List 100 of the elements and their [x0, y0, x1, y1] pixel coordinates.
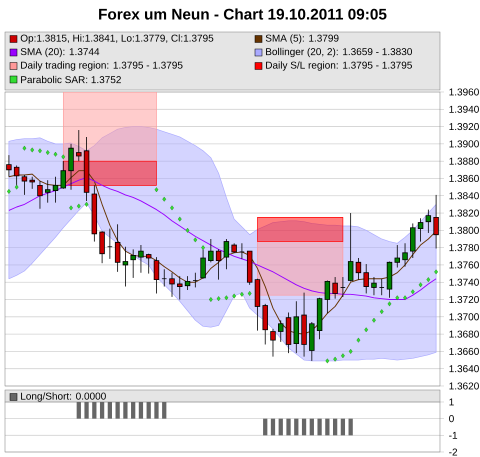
candlestick — [371, 276, 377, 296]
y-tick-label: 1.3920 — [449, 123, 479, 130]
point — [76, 204, 81, 209]
candlestick — [37, 180, 43, 210]
point — [418, 282, 422, 288]
point — [434, 269, 438, 274]
candlestick — [426, 209, 432, 234]
y-tick-label: 1.3620 — [449, 382, 479, 390]
candlestick — [76, 130, 82, 162]
candlestick — [224, 238, 230, 270]
point — [380, 309, 384, 314]
candlestick — [107, 228, 113, 260]
y-tick-label: -2 — [449, 448, 458, 456]
legend-label: SMA (5): 1.3799 — [266, 34, 339, 44]
candlestick — [14, 165, 20, 190]
y-tick-label: 0 — [449, 415, 454, 422]
y-tick-label: 1.3960 — [449, 88, 479, 96]
candlestick — [332, 276, 338, 300]
point — [426, 277, 430, 282]
y-tick-label: 1.3740 — [449, 278, 479, 286]
y-tick-label: 1.3840 — [449, 192, 479, 200]
point — [193, 237, 198, 242]
y-tick-label: 1 — [449, 398, 454, 406]
candlestick — [340, 276, 346, 298]
point — [14, 184, 19, 190]
y-tick-label: 1.3780 — [449, 244, 479, 252]
point — [348, 348, 353, 354]
point — [61, 154, 66, 160]
candlestick — [231, 242, 237, 254]
candlestick — [363, 264, 369, 294]
y-tick-label: 1.3700 — [449, 313, 479, 320]
point — [178, 216, 182, 222]
candlestick — [138, 244, 144, 274]
point — [395, 295, 400, 300]
point — [22, 146, 26, 151]
y-tick-label: 1.3760 — [449, 261, 479, 268]
point — [170, 205, 174, 210]
candlestick — [394, 244, 400, 268]
candlestick — [52, 176, 58, 204]
candlestick — [324, 280, 330, 314]
point — [84, 202, 88, 207]
candlestick — [169, 272, 175, 298]
candlestick — [278, 320, 284, 342]
candlestick — [184, 276, 190, 290]
y-tick-label: 1.3860 — [449, 174, 479, 182]
y-tick-label: 1.3640 — [449, 365, 479, 372]
y-tick-label: 1.3940 — [449, 106, 479, 113]
candlestick — [154, 256, 160, 294]
candlestick — [239, 242, 245, 260]
y-tick-label: 1.3880 — [449, 158, 479, 165]
point — [232, 294, 236, 299]
point — [356, 338, 360, 343]
candlestick — [216, 248, 222, 280]
candlestick — [379, 278, 384, 296]
y-tick-label: -1 — [449, 432, 458, 439]
point — [248, 290, 252, 296]
candlestick — [114, 224, 120, 272]
legend-label: Daily trading region: 1.3795 - 1.3795 — [21, 61, 183, 71]
candlestick — [270, 328, 276, 357]
candlestick — [162, 268, 167, 287]
point — [388, 301, 392, 306]
point — [186, 228, 190, 233]
candlestick — [177, 276, 183, 300]
candlestick — [44, 180, 50, 204]
candlestick — [122, 246, 128, 287]
candlestick — [418, 218, 424, 242]
candlestick — [348, 212, 354, 282]
point — [162, 196, 166, 202]
point — [154, 187, 158, 192]
point — [224, 295, 228, 300]
candlestick — [68, 143, 74, 190]
candlestick — [208, 238, 214, 263]
y-tick-label: 1.3800 — [449, 226, 479, 234]
point — [30, 147, 34, 152]
point — [372, 318, 376, 323]
point — [240, 292, 244, 297]
point — [208, 297, 213, 302]
point — [6, 188, 11, 194]
point — [46, 150, 50, 155]
candlestick — [6, 154, 12, 178]
legend-label: Bollinger (20, 2): 1.3659 - 1.3830 — [266, 48, 412, 58]
chart-title: Forex um Neun - Chart 19.10.2011 09:05 — [99, 8, 386, 20]
legend-label: SMA (20): 1.3744 — [20, 48, 100, 58]
point — [403, 295, 407, 300]
y-tick-label: 1.3820 — [449, 210, 479, 217]
candlestick — [130, 248, 136, 278]
candlestick — [29, 176, 35, 190]
candlestick — [99, 230, 105, 264]
point — [333, 356, 338, 362]
legend-label: Parabolic SAR: 1.3752 — [21, 76, 121, 84]
point — [216, 296, 221, 302]
legend-label: Long/Short: 0.0000 — [21, 392, 106, 402]
point — [410, 289, 415, 294]
point — [340, 353, 345, 358]
y-tick-label: 1.3900 — [449, 140, 479, 148]
y-tick-label: 1.3720 — [449, 296, 479, 304]
candlestick — [200, 247, 206, 280]
y-tick-label: 1.3660 — [449, 348, 479, 355]
point — [325, 358, 330, 364]
candlestick — [60, 160, 66, 190]
